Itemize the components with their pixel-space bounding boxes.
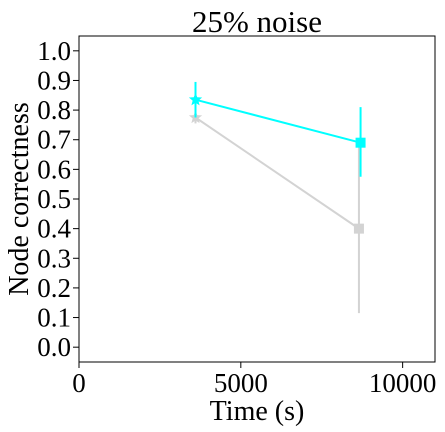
x-axis-label: Time (s) (210, 396, 305, 427)
y-tick-label: 0.1 (37, 303, 71, 333)
plot-area-frame (78, 35, 436, 363)
data-point-square (353, 223, 364, 234)
y-axis: 0.00.10.20.30.40.50.60.70.80.91.0 (37, 36, 79, 362)
x-axis: 0 5000 10000 (72, 362, 436, 398)
y-axis-label: Node correctness (4, 102, 35, 296)
x-tick-label: 5000 (214, 368, 268, 398)
y-tick-label: 0.0 (37, 332, 71, 362)
y-tick-label: 0.8 (37, 95, 71, 125)
series-0 (188, 110, 364, 314)
y-tick-label: 0.6 (37, 154, 71, 184)
y-tick-label: 0.5 (37, 184, 71, 214)
series-1 (188, 81, 366, 177)
series-layer (188, 81, 366, 314)
y-tick-label: 1.0 (37, 36, 71, 66)
y-tick-label: 0.4 (37, 214, 71, 244)
x-tick-label: 0 (72, 368, 86, 398)
y-tick-label: 0.2 (37, 273, 71, 303)
y-tick-label: 0.9 (37, 65, 71, 95)
chart-title: 25% noise (192, 4, 322, 39)
series-line (195, 98, 361, 144)
y-tick-label: 0.7 (37, 125, 71, 155)
series-line (194, 116, 360, 230)
y-tick-label: 0.3 (37, 243, 71, 273)
data-point-square (355, 137, 366, 148)
data-point-star (188, 92, 203, 106)
x-tick-label: 10000 (369, 368, 437, 398)
